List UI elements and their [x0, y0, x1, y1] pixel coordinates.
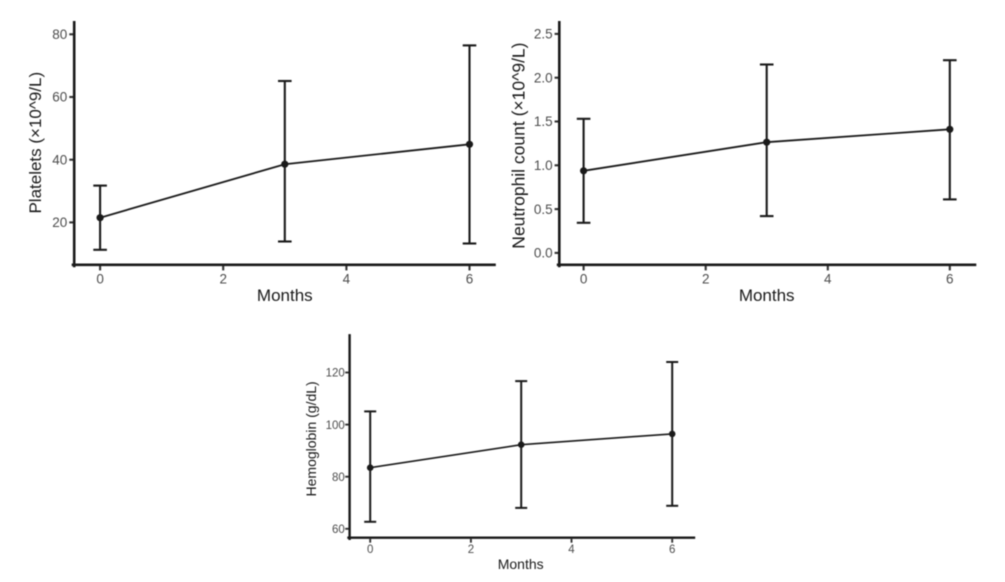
svg-text:40: 40	[52, 152, 67, 167]
svg-text:1.0: 1.0	[534, 158, 553, 173]
svg-text:0.0: 0.0	[534, 246, 553, 261]
svg-text:4: 4	[568, 544, 575, 556]
svg-text:2: 2	[468, 544, 474, 556]
svg-text:Neutrophil count (×10^9/L): Neutrophil count (×10^9/L)	[509, 43, 529, 249]
svg-text:2.0: 2.0	[534, 70, 553, 85]
svg-text:0: 0	[367, 544, 373, 556]
svg-text:Platelets (×10^9/L): Platelets (×10^9/L)	[26, 72, 45, 214]
svg-text:0.5: 0.5	[534, 202, 553, 217]
svg-text:Months: Months	[739, 286, 795, 305]
svg-text:2.5: 2.5	[534, 27, 553, 42]
svg-text:120: 120	[326, 368, 345, 380]
svg-text:80: 80	[332, 472, 345, 484]
svg-text:Months: Months	[257, 286, 313, 305]
svg-text:60: 60	[332, 524, 345, 536]
svg-text:1.5: 1.5	[534, 114, 553, 129]
svg-text:0: 0	[96, 271, 104, 286]
svg-text:60: 60	[52, 90, 67, 105]
svg-text:Months: Months	[498, 556, 544, 572]
svg-text:100: 100	[326, 420, 345, 432]
svg-text:2: 2	[702, 271, 710, 286]
svg-text:6: 6	[946, 271, 954, 286]
svg-text:6: 6	[669, 544, 675, 556]
svg-text:4: 4	[824, 271, 832, 286]
svg-text:20: 20	[52, 215, 67, 230]
svg-text:4: 4	[343, 271, 351, 286]
svg-text:2: 2	[219, 271, 227, 286]
svg-text:Hemoglobin (g/dL): Hemoglobin (g/dL)	[303, 381, 319, 496]
svg-text:6: 6	[466, 271, 474, 286]
svg-text:0: 0	[580, 271, 588, 286]
svg-text:80: 80	[52, 27, 67, 42]
